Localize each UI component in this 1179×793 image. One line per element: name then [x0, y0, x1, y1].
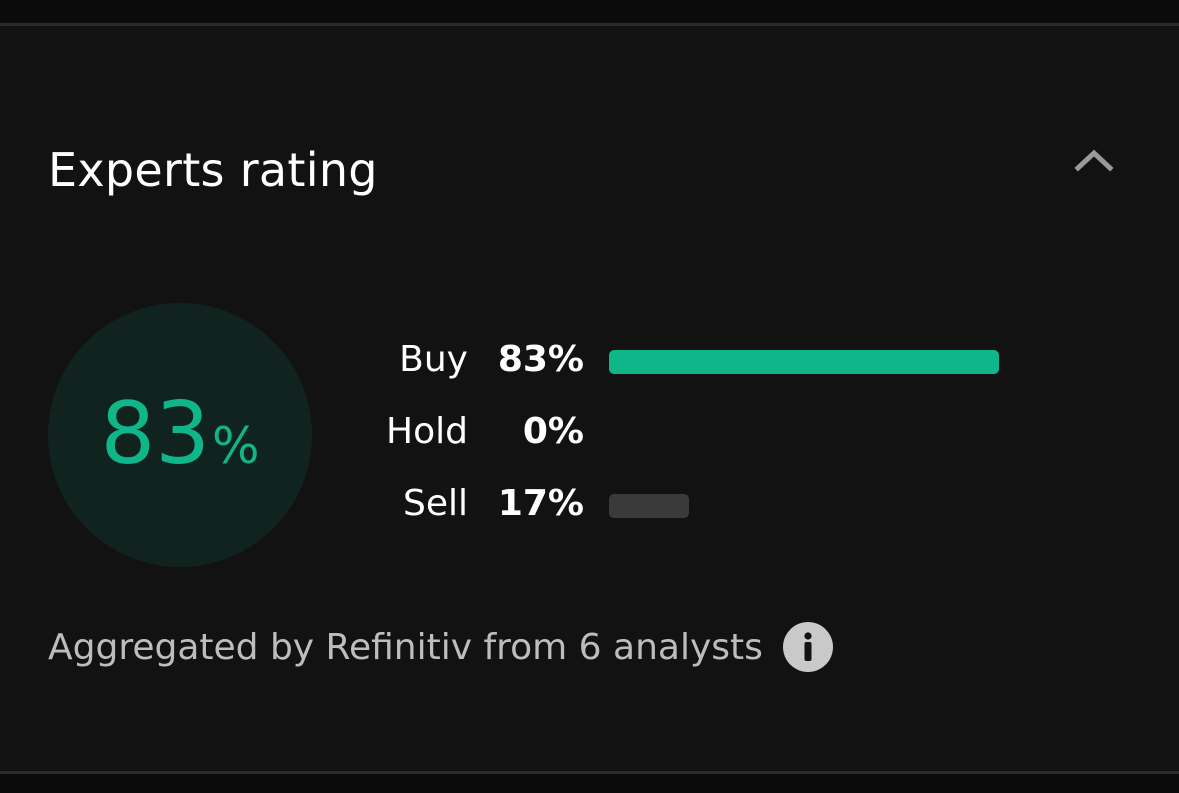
rating-label: Hold	[386, 411, 468, 452]
previous-section	[0, 0, 1179, 23]
info-icon[interactable]	[783, 622, 833, 672]
next-section	[0, 774, 1179, 793]
rating-value: 0%	[522, 411, 584, 452]
rating-circle: 83%	[48, 303, 312, 567]
top-divider	[0, 23, 1179, 26]
rating-number: 83	[100, 384, 210, 484]
rating-value: 17%	[497, 483, 584, 524]
rating-row-buy: Buy 83%	[360, 330, 1060, 390]
rating-label: Sell	[402, 483, 468, 524]
bottom-divider	[0, 771, 1179, 774]
rating-label: Buy	[399, 339, 468, 380]
rating-unit: %	[211, 417, 260, 475]
rating-row-sell: Sell 17%	[360, 474, 1060, 534]
rating-value: 83%	[497, 339, 584, 380]
collapse-button[interactable]	[1064, 136, 1124, 184]
source-note: Aggregated by Refinitiv from 6 analysts	[48, 627, 763, 668]
chevron-up-icon	[1074, 149, 1114, 172]
rating-percentage: 83%	[48, 389, 312, 503]
rating-bar	[609, 350, 999, 374]
section-title: Experts rating	[48, 143, 378, 197]
rating-bar	[609, 494, 689, 518]
rating-row-hold: Hold 0%	[360, 402, 1060, 462]
